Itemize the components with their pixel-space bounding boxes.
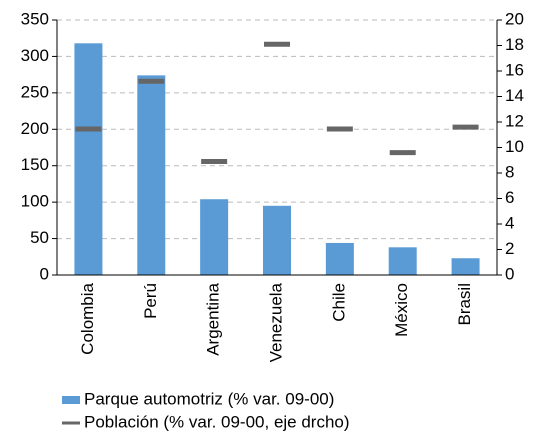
y2-tick-label: 20 bbox=[505, 9, 524, 28]
x-tick-label: Chile bbox=[329, 283, 348, 322]
legend-swatch bbox=[62, 396, 80, 404]
legend-label: Población (% var. 09-00, eje drcho) bbox=[84, 412, 350, 431]
bar bbox=[200, 199, 229, 275]
y2-tick-label: 4 bbox=[505, 213, 514, 232]
y-tick-label: 0 bbox=[40, 264, 49, 283]
bar bbox=[263, 205, 291, 275]
y-tick-label: 50 bbox=[30, 228, 49, 247]
y-tick-label: 150 bbox=[21, 155, 49, 174]
x-tick-label: Perú bbox=[141, 283, 160, 319]
bar bbox=[451, 258, 480, 275]
y2-tick-label: 2 bbox=[505, 239, 514, 258]
x-tick-label: Venezuela bbox=[266, 282, 285, 362]
y2-tick-label: 8 bbox=[505, 162, 514, 181]
bar bbox=[74, 43, 103, 275]
y-tick-label: 300 bbox=[21, 46, 49, 65]
x-tick-label: México bbox=[392, 283, 411, 337]
y2-tick-label: 10 bbox=[505, 137, 524, 156]
y2-tick-label: 6 bbox=[505, 188, 514, 207]
x-tick-label: Colombia bbox=[78, 282, 97, 354]
x-tick-label: Brasil bbox=[455, 283, 474, 326]
y-tick-label: 200 bbox=[21, 119, 49, 138]
y2-tick-label: 0 bbox=[505, 264, 514, 283]
y-tick-label: 350 bbox=[21, 9, 49, 28]
y2-tick-label: 14 bbox=[505, 86, 524, 105]
bar bbox=[137, 75, 166, 275]
x-tick-label: Argentina bbox=[204, 282, 223, 355]
bar bbox=[388, 247, 417, 275]
y2-tick-label: 18 bbox=[505, 35, 524, 54]
y2-tick-label: 12 bbox=[505, 111, 524, 130]
bar bbox=[325, 242, 354, 275]
legend-label: Parque automotriz (% var. 09-00) bbox=[84, 389, 334, 408]
y-tick-label: 250 bbox=[21, 82, 49, 101]
y2-tick-label: 16 bbox=[505, 60, 524, 79]
y-tick-label: 100 bbox=[21, 192, 49, 211]
